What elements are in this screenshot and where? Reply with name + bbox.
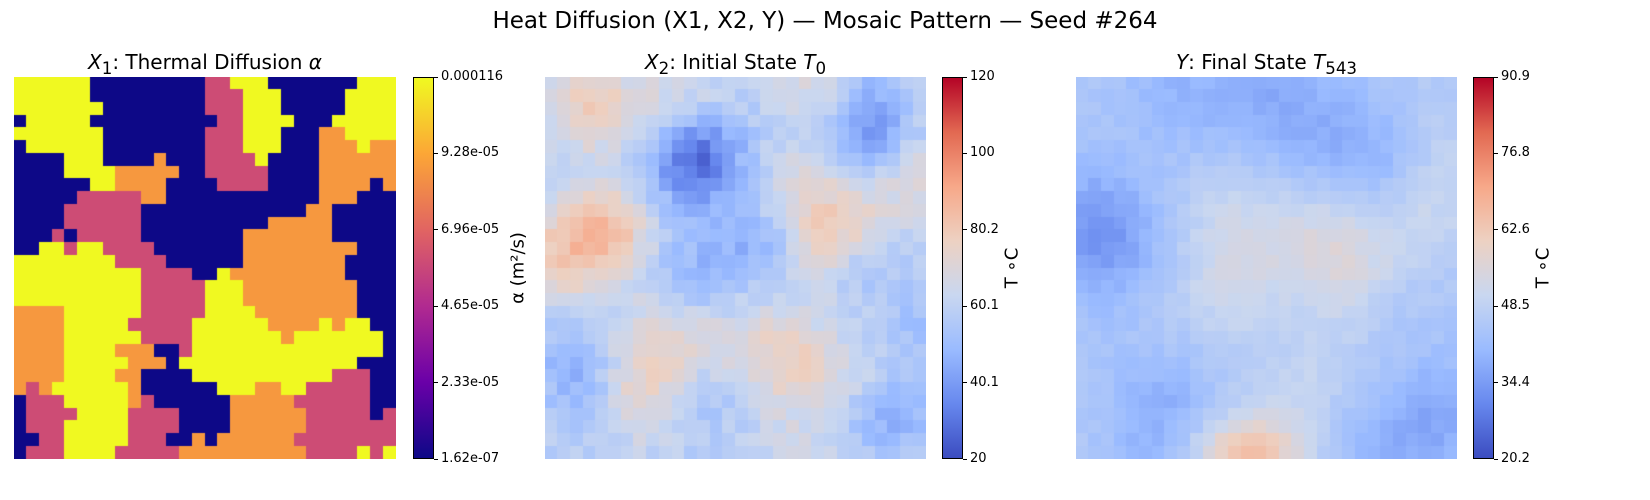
initial-state-colorbar-tick-mark (963, 305, 967, 307)
diffusivity-colorbar-tick-mark (434, 382, 438, 384)
initial-state-colorbar-tick-mark (963, 382, 967, 384)
final-state-heatmap (1076, 77, 1457, 459)
panel-3-title-symbol: T (1313, 50, 1326, 74)
panel-1-title-sub: 1 (101, 59, 113, 78)
diffusivity-colorbar-tick-label: 0.000116 (441, 69, 504, 84)
panel-3-title-text: : Final State (1188, 50, 1314, 74)
final-state-colorbar-tick-label: 76.8 (1501, 145, 1530, 161)
initial-state-colorbar-tick-label: 40.1 (970, 374, 999, 390)
final-state-colorbar-tick-mark (1494, 382, 1498, 384)
initial-state-heatmap (545, 77, 926, 459)
initial-state-colorbar (942, 77, 963, 459)
final-state-colorbar-tick-label: 34.4 (1501, 374, 1530, 390)
panel-1-title: X1: Thermal Diffusion α (14, 50, 396, 78)
initial-state-colorbar-label: T ∘C (1001, 247, 1023, 289)
final-state-colorbar-label: T ∘C (1532, 247, 1554, 289)
final-state-colorbar-tick-label: 90.9 (1501, 69, 1530, 84)
panel-1-title-var: X (88, 50, 102, 74)
initial-state-colorbar-tick-mark (963, 229, 967, 231)
final-state-colorbar (1473, 77, 1494, 459)
initial-state-colorbar-tick-label: 80.2 (970, 221, 999, 237)
final-state-colorbar-tick-mark (1494, 229, 1498, 231)
figure-title: Heat Diffusion (X1, X2, Y) — Mosaic Patt… (492, 8, 1158, 34)
diffusivity-colorbar-tick-label: 6.96e-05 (441, 221, 500, 237)
diffusivity-colorbar-tick-mark (434, 229, 438, 231)
final-state-colorbar-tick-mark (1494, 305, 1498, 307)
diffusivity-colorbar-tick-label: 4.65e-05 (441, 298, 500, 314)
diffusivity-colorbar-tick-label: 1.62e-07 (441, 451, 500, 466)
diffusivity-colorbar-tick-label: 2.33e-05 (441, 374, 500, 390)
diffusivity-colorbar-tick-mark (434, 76, 438, 78)
initial-state-colorbar-tick-label: 60.1 (970, 298, 999, 314)
panel-2-title-var: X (644, 50, 659, 74)
diffusivity-colorbar-tick-label: 9.28e-05 (441, 145, 500, 161)
initial-state-colorbar-tick-label: 120 (970, 69, 995, 84)
initial-state-colorbar-tick-label: 20 (970, 451, 987, 466)
diffusivity-colorbar-tick-mark (434, 305, 438, 307)
panel-2-title-sub: 2 (658, 59, 670, 78)
final-state-colorbar-tick-mark (1494, 458, 1498, 460)
panel-3-title-symbol-sub: 543 (1325, 59, 1358, 78)
initial-state-colorbar-tick-mark (963, 458, 967, 460)
final-state-colorbar-tick-mark (1494, 76, 1498, 78)
panel-3-title-var: Y (1175, 50, 1189, 74)
final-state-colorbar-tick-label: 62.6 (1501, 221, 1530, 237)
diffusivity-heatmap (14, 77, 396, 459)
diffusivity-colorbar-label: α (m²/s) (507, 232, 529, 304)
panel-2-title-symbol-sub: 0 (815, 59, 827, 78)
diffusivity-colorbar (413, 77, 434, 459)
panel-2-title-text: : Initial State (669, 50, 804, 74)
initial-state-colorbar-tick-mark (963, 76, 967, 78)
final-state-colorbar-tick-label: 20.2 (1501, 451, 1530, 466)
final-state-colorbar-tick-mark (1494, 152, 1498, 154)
panel-2-title: X2: Initial State T0 (545, 50, 926, 78)
panel-1-title-text: : Thermal Diffusion (112, 50, 309, 74)
panel-1-title-symbol: α (308, 50, 322, 74)
diffusivity-colorbar-tick-mark (434, 152, 438, 154)
diffusivity-colorbar-tick-mark (434, 458, 438, 460)
initial-state-colorbar-tick-label: 100 (970, 145, 995, 161)
initial-state-colorbar-tick-mark (963, 152, 967, 154)
panel-2-title-symbol: T (803, 50, 816, 74)
final-state-colorbar-tick-label: 48.5 (1501, 298, 1530, 314)
panel-3-title: Y: Final State T543 (1076, 50, 1457, 78)
